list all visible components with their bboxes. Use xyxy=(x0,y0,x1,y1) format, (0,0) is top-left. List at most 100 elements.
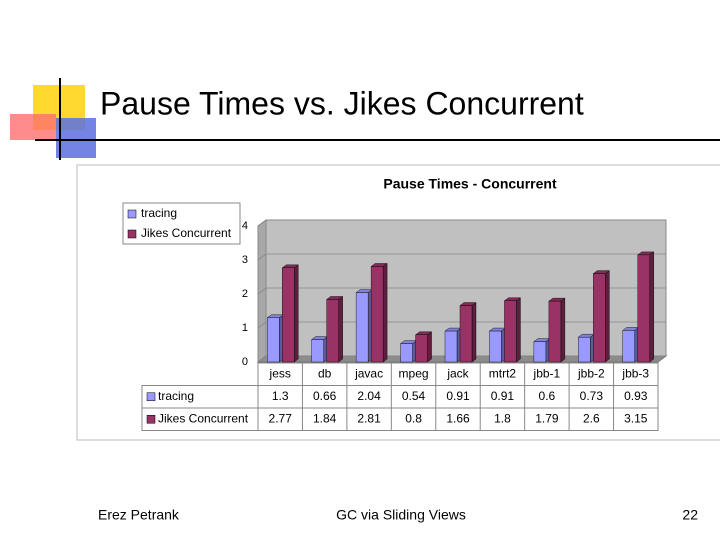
bar xyxy=(414,331,433,363)
bar xyxy=(592,270,610,363)
x-tick-label: mpeg xyxy=(399,366,429,380)
table-value: 0.8 xyxy=(405,411,422,425)
table-legend-swatch xyxy=(146,415,156,424)
y-tick-label: 1 xyxy=(242,322,248,334)
bar-front xyxy=(622,330,635,363)
chart-title: Pause Times - Concurrent xyxy=(383,176,557,192)
table-value: 0.93 xyxy=(624,389,648,403)
grid-line xyxy=(257,219,666,227)
bar-front xyxy=(578,336,591,363)
bar xyxy=(355,289,373,363)
bar-side xyxy=(382,263,388,363)
bar-side xyxy=(649,251,654,363)
legend-swatch xyxy=(127,229,137,239)
bar-front xyxy=(504,300,517,363)
bar-side xyxy=(605,270,610,363)
footer-left: Erez Petrank xyxy=(98,507,180,523)
table-series-name: Jikes Concurrent xyxy=(158,411,249,425)
bar xyxy=(311,336,329,363)
table-value: 2.81 xyxy=(357,411,381,425)
table-value: 2.04 xyxy=(357,389,381,403)
bar xyxy=(622,326,640,363)
bar-front xyxy=(533,341,547,363)
table-value: 0.66 xyxy=(313,389,337,403)
y-tick-label: 2 xyxy=(242,288,248,300)
bar xyxy=(533,338,551,363)
bar xyxy=(326,296,344,363)
table-series-name: tracing xyxy=(158,389,194,403)
table-value: 1.79 xyxy=(535,411,559,425)
bar xyxy=(281,264,299,363)
x-tick-label: javac xyxy=(354,366,383,380)
bar-front xyxy=(637,254,650,363)
bar-side xyxy=(516,297,521,363)
x-tick-label: jbb-2 xyxy=(577,366,605,380)
bar xyxy=(548,297,566,363)
table-value: 0.73 xyxy=(580,389,604,403)
table-value: 1.84 xyxy=(313,411,337,425)
table-value: 3.15 xyxy=(624,411,648,425)
bar xyxy=(399,340,418,363)
legend-label: Jikes Concurrent xyxy=(141,226,232,240)
grid-line xyxy=(257,253,666,261)
bar xyxy=(637,251,655,363)
bar-front xyxy=(311,339,324,363)
table-value: 1.8 xyxy=(494,411,511,425)
bar xyxy=(459,302,477,363)
bar-side xyxy=(294,264,299,363)
bar-side xyxy=(471,302,477,363)
table-value: 0.6 xyxy=(539,389,556,403)
table-value: 0.91 xyxy=(446,389,470,403)
bar-front xyxy=(326,299,339,363)
grid-line xyxy=(257,321,666,329)
x-tick-label: mtrt2 xyxy=(489,366,517,380)
bar xyxy=(577,333,595,363)
bar-front xyxy=(444,330,458,363)
bar xyxy=(266,314,284,363)
deco-red xyxy=(10,114,56,140)
x-tick-label: jack xyxy=(446,366,469,380)
bar-side xyxy=(427,331,432,363)
table-value: 2.6 xyxy=(583,411,600,425)
legend-box xyxy=(122,202,241,245)
page-number: 22 xyxy=(682,507,698,523)
x-tick-label: jbb-1 xyxy=(533,366,561,380)
bar-front xyxy=(459,305,473,363)
legend-label: tracing xyxy=(141,206,177,220)
bar-front xyxy=(267,317,280,363)
bar-side xyxy=(338,296,343,363)
footer-center: GC via Sliding Views xyxy=(336,507,466,523)
table-value: 0.91 xyxy=(491,389,515,403)
deco-blue xyxy=(56,118,96,158)
bar-front xyxy=(355,292,369,363)
bar-front xyxy=(400,343,413,363)
grid-line xyxy=(257,355,666,363)
legend: tracing Jikes Concurrent xyxy=(122,202,241,245)
bar-front xyxy=(370,266,384,363)
bar xyxy=(444,327,462,363)
bar-front xyxy=(415,334,428,363)
table-value: 0.54 xyxy=(402,389,426,403)
slide-title: Pause Times vs. Jikes Concurrent xyxy=(100,85,584,121)
grid-line xyxy=(257,287,666,295)
bar-front xyxy=(489,330,502,363)
bar-front xyxy=(548,300,562,363)
x-tick-label: jess xyxy=(269,366,291,380)
x-tick-label: db xyxy=(318,366,332,380)
chart: 0 1 2 3 4 jess db javac mpeg jack mtrt2 jbb-1 jbb-2 j… xyxy=(122,202,668,431)
bar-front xyxy=(593,273,606,363)
y-tick-label: 3 xyxy=(242,254,248,266)
bar-front xyxy=(282,267,295,363)
y-tick-label: 4 xyxy=(242,220,248,232)
table-value: 1.3 xyxy=(272,389,289,403)
table-legend-swatch xyxy=(146,392,156,401)
table-value: 2.77 xyxy=(269,411,293,425)
bar-side xyxy=(560,297,566,363)
legend-swatch xyxy=(127,209,137,219)
bar xyxy=(488,327,507,363)
bar xyxy=(503,297,522,363)
bar xyxy=(370,263,388,363)
table-value: 1.66 xyxy=(446,411,470,425)
